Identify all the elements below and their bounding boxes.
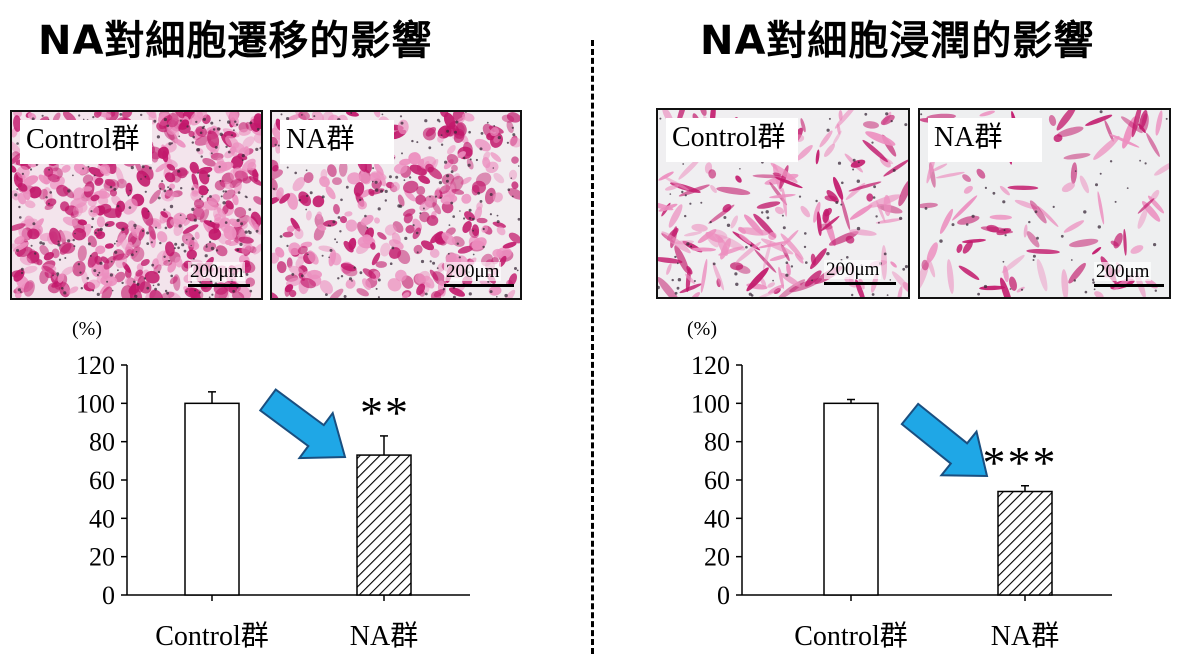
y-tick-label: 60 [89,466,115,495]
y-tick-label: 80 [89,428,115,457]
scale-label: 200μm [1094,261,1152,282]
scale-bar [444,284,514,287]
y-tick-label: 100 [76,389,115,418]
micrograph-label: NA群 [928,118,1043,162]
scale-label: 200μm [444,261,502,282]
y-tick-label: 0 [102,581,115,610]
y-tick-label: 0 [717,581,730,610]
micrograph-invasion-na: NA群 200μm [918,108,1171,299]
y-tick-label: 40 [89,504,115,533]
dashed-divider [591,40,594,654]
micrograph-label: Control群 [20,120,152,164]
x-tick-label: Control群 [794,620,908,652]
y-tick-label: 120 [76,351,115,380]
scale-bar [824,282,896,285]
scale-bar [1094,284,1164,287]
scale-bar [188,284,250,287]
arrow-icon [900,402,989,478]
scale-label: 200μm [824,259,882,280]
x-tick-label: Control群 [155,620,269,652]
y-unit-label: (%) [72,318,102,340]
migration-title: NA對細胞遷移的影響 [38,18,433,64]
migration-bar-chart: (%) 0 20 40 60 80 100 120 Control群 NA群 ** [72,318,470,652]
bar [184,402,240,596]
y-tick-label: 20 [89,543,115,572]
bar [356,454,412,596]
micrograph-migration-na: NA群 200μm [270,110,522,300]
significance-label: ** [360,387,410,438]
x-tick-label: NA群 [350,620,418,652]
scale-label: 200μm [188,261,246,282]
bar [997,490,1053,596]
y-tick-label: 20 [704,543,730,572]
y-tick-label: 80 [704,428,730,457]
y-unit-label: (%) [687,318,717,340]
y-tick-label: 100 [691,389,730,418]
bar [823,402,879,596]
micrograph-migration-control: Control群 200μm [10,110,263,300]
micrograph-label: Control群 [666,118,798,162]
arrow-icon [258,388,347,460]
significance-label: *** [983,437,1058,488]
micrograph-invasion-control: Control群 200μm [656,108,910,299]
micrograph-label: NA群 [280,120,395,164]
y-tick-label: 40 [704,504,730,533]
x-tick-label: NA群 [991,620,1059,652]
invasion-title: NA對細胞浸潤的影響 [700,18,1095,64]
y-tick-label: 120 [691,351,730,380]
invasion-bar-chart: (%) 0 20 40 60 80 100 120 Control群 NA群 *** [687,318,1112,652]
y-tick-label: 60 [704,466,730,495]
